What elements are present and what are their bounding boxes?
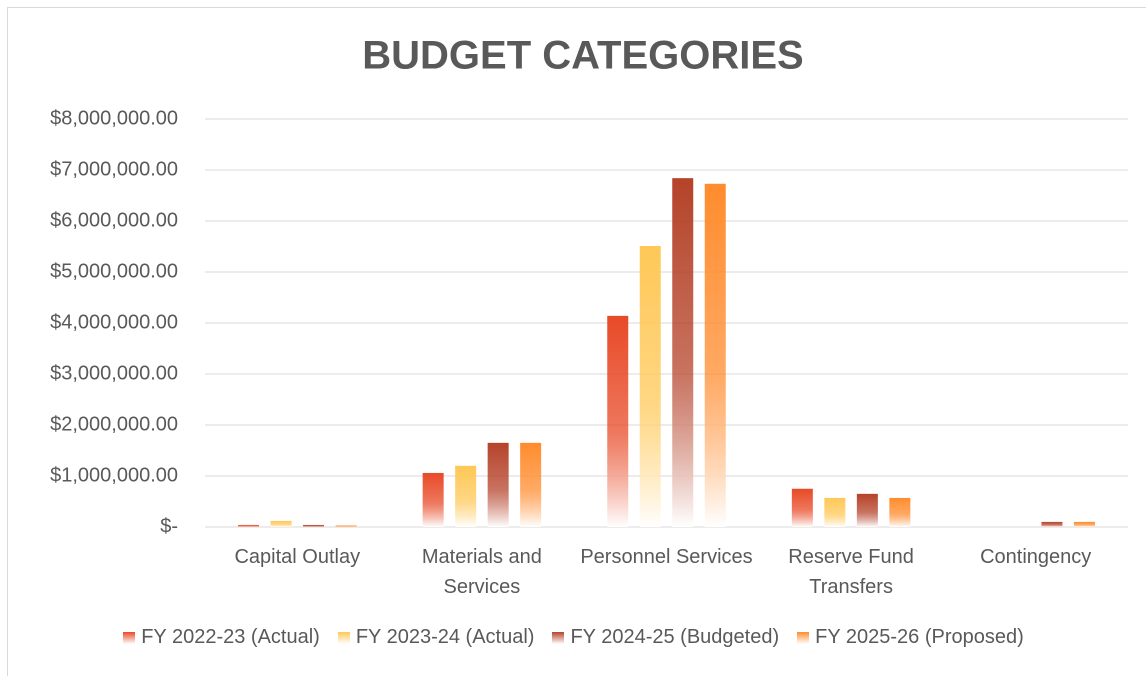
bar [889, 497, 911, 527]
bar [455, 465, 477, 527]
legend-item: FY 2024-25 (Budgeted) [552, 626, 779, 649]
x-tick-label: Personnel Services [580, 546, 753, 568]
x-tick-label: Contingency [980, 546, 1092, 568]
y-tick-label: $4,000,000.00 [50, 311, 178, 333]
x-tick-label: Capital Outlay [234, 546, 361, 568]
y-tick-label: $1,000,000.00 [50, 464, 178, 486]
bar [520, 442, 542, 527]
bar [704, 183, 726, 527]
legend-label: FY 2023-24 (Actual) [355, 626, 535, 648]
legend-swatch [797, 631, 810, 644]
bar [335, 525, 357, 527]
y-tick-label: $7,000,000.00 [50, 158, 178, 180]
x-tick-label: Materials and Services [421, 546, 542, 598]
bar [1073, 521, 1095, 527]
y-tick-label: $8,000,000.00 [50, 107, 178, 129]
legend-label: FY 2022-23 (Actual) [141, 626, 320, 648]
bar [487, 442, 509, 527]
y-tick-label: $6,000,000.00 [50, 209, 178, 231]
chart-frame [7, 7, 1146, 676]
bar [238, 524, 260, 527]
bar [672, 178, 694, 527]
y-tick-label: $3,000,000.00 [50, 362, 178, 384]
legend-item: FY 2022-23 (Actual) [123, 626, 320, 649]
legend-item: FY 2023-24 (Actual) [337, 626, 535, 649]
y-tick-label: $5,000,000.00 [50, 260, 178, 282]
bar [303, 524, 325, 527]
bar [1041, 521, 1063, 527]
legend-swatch [337, 631, 350, 644]
legend-item: FY 2025-26 (Proposed) [797, 626, 1024, 649]
y-tick-label: $- [160, 515, 178, 537]
x-tick-label: Reserve Fund Transfers [788, 546, 914, 598]
y-tick-label: $2,000,000.00 [50, 413, 178, 435]
bar [639, 245, 661, 528]
bar [824, 497, 846, 527]
bar [270, 520, 292, 527]
bar [422, 472, 444, 527]
bar [791, 488, 813, 527]
chart-title: BUDGET CATEGORIES [362, 34, 804, 78]
legend-swatch [123, 631, 136, 644]
bar [607, 315, 629, 527]
legend-label: FY 2024-25 (Budgeted) [570, 626, 780, 648]
legend: FY 2022-23 (Actual) FY 2023-24 (Actual) FY… [0, 626, 1147, 649]
legend-label: FY 2025-26 (Proposed) [815, 626, 1024, 648]
legend-swatch [552, 631, 565, 644]
bar [856, 493, 878, 527]
